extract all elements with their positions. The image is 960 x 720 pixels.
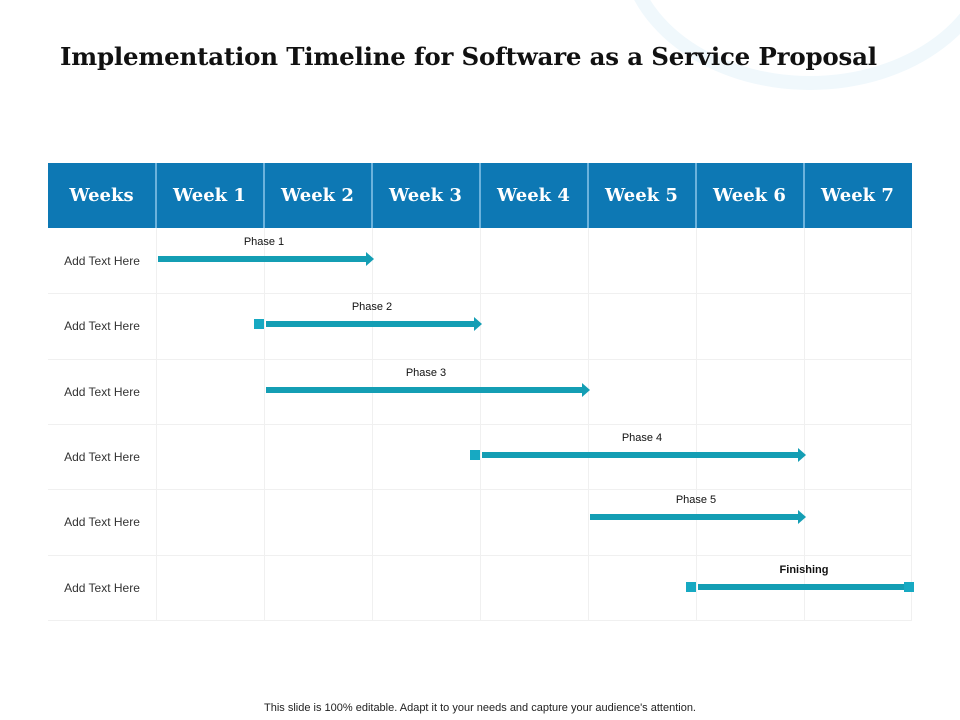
header-divider <box>803 163 805 228</box>
header-divider <box>155 163 157 228</box>
phase-bar <box>266 321 474 327</box>
header-divider <box>479 163 481 228</box>
header-cell-week-1: Week 1 <box>173 185 246 206</box>
header-cell-week-3: Week 3 <box>389 185 462 206</box>
phase-label: Phase 4 <box>621 432 663 444</box>
phase-bar <box>158 256 366 262</box>
grid-row-line <box>48 293 912 294</box>
end-marker-icon <box>904 582 914 592</box>
row-label: Add Text Here <box>64 581 140 595</box>
start-marker-icon <box>686 582 696 592</box>
row-label: Add Text Here <box>64 450 140 464</box>
row-label: Add Text Here <box>64 254 140 268</box>
header-cell-week-6: Week 6 <box>713 185 786 206</box>
grid-row-line <box>48 424 912 425</box>
arrow-head-icon <box>366 252 374 266</box>
phase-label: Phase 1 <box>243 236 285 248</box>
header-cell-weeks: Weeks <box>69 185 134 206</box>
header-divider <box>695 163 697 228</box>
arrow-head-icon <box>582 383 590 397</box>
grid-row-line <box>48 489 912 490</box>
start-marker-icon <box>470 450 480 460</box>
row-label: Add Text Here <box>64 319 140 333</box>
row-label: Add Text Here <box>64 385 140 399</box>
header-divider <box>371 163 373 228</box>
phase-label: Phase 2 <box>351 301 393 313</box>
phase-bar <box>698 584 912 590</box>
grid-row-line <box>48 620 912 621</box>
grid-row-line <box>48 555 912 556</box>
arrow-head-icon <box>798 448 806 462</box>
phase-bar <box>590 514 798 520</box>
phase-label: Finishing <box>779 564 829 576</box>
arrow-head-icon <box>474 317 482 331</box>
header-divider <box>263 163 265 228</box>
start-marker-icon <box>254 319 264 329</box>
header-cell-week-4: Week 4 <box>497 185 570 206</box>
arrow-head-icon <box>798 510 806 524</box>
header-divider <box>587 163 589 228</box>
footer-note: This slide is 100% editable. Adapt it to… <box>264 702 696 714</box>
header-cell-week-2: Week 2 <box>281 185 354 206</box>
phase-label: Phase 5 <box>675 494 717 506</box>
phase-bar <box>266 387 582 393</box>
header-cell-week-7: Week 7 <box>821 185 894 206</box>
phase-bar <box>482 452 798 458</box>
slide-title: Implementation Timeline for Software as … <box>60 42 877 71</box>
row-label: Add Text Here <box>64 515 140 529</box>
grid-row-line <box>48 359 912 360</box>
header-cell-week-5: Week 5 <box>605 185 678 206</box>
phase-label: Phase 3 <box>405 367 447 379</box>
